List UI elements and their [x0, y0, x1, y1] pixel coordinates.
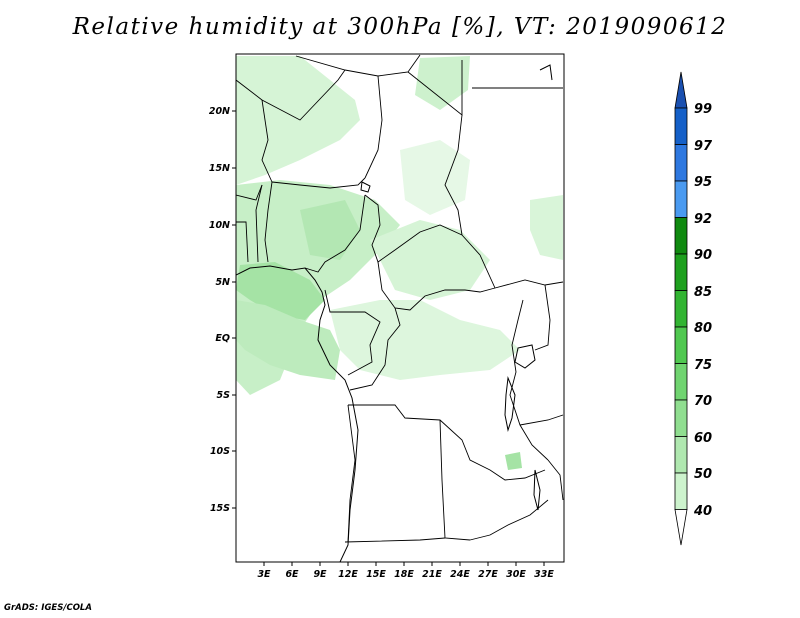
colorbar-label: 90: [694, 248, 712, 263]
colorbar-swatch: [674, 144, 688, 182]
lon-tick-label: 9E: [313, 569, 327, 580]
colorbar-label: 85: [694, 285, 712, 300]
humidity-area-east: [530, 195, 563, 260]
humidity-field: [236, 56, 563, 470]
lon-tick-label: 18E: [394, 569, 414, 580]
colorbar-swatch: [674, 107, 688, 145]
border-benin-togo: [255, 184, 263, 263]
humidity-area-gulf: [236, 262, 325, 320]
border-drc-east: [509, 299, 549, 461]
border-chad-niger: [364, 75, 383, 179]
lon-tick-label: 21E: [422, 569, 442, 580]
border-namibia: [344, 537, 446, 543]
red-sea-coast: [539, 64, 553, 81]
lake-tanganyika: [504, 376, 516, 432]
lon-tick-label: 3E: [257, 569, 271, 580]
humidity-area-mixed: [300, 200, 360, 260]
colorbar-swatch: [674, 290, 688, 328]
border-algeria-niger: [236, 69, 346, 121]
colorbar-label: 75: [694, 358, 712, 373]
border-ghana: [236, 221, 249, 263]
lat-tick-label: EQ: [215, 333, 230, 344]
lat-tick-label: 10N: [209, 220, 230, 231]
border-kenya-uganda: [534, 284, 551, 351]
colorbar-label: 99: [694, 102, 712, 117]
colorbar-label: 70: [694, 394, 712, 409]
border-burkina: [236, 184, 263, 201]
colorbar-label: 50: [694, 467, 712, 482]
colorbar-swatch: [674, 472, 688, 510]
lat-axis: 20N 15N 10N 5N EQ 5S 10S 15S: [209, 106, 236, 514]
colorbar-label: 40: [693, 504, 712, 519]
colorbar-swatch: [674, 436, 688, 474]
border-chad-sudan: [444, 114, 463, 236]
humidity-area-coastal: [236, 300, 340, 380]
humidity-area-north: [236, 56, 360, 185]
lat-tick-label: 15S: [210, 503, 230, 514]
lat-tick-label: 5S: [217, 390, 231, 401]
lat-tick-label: 20N: [209, 106, 230, 117]
border-mozambique: [547, 459, 564, 501]
country-borders: [236, 54, 564, 543]
border-mali-niger: [261, 99, 273, 183]
lon-tick-label: 33E: [534, 569, 554, 580]
border-tanzania: [519, 414, 564, 426]
border-cameroon-gabon: [324, 289, 381, 376]
colorbar-swatch: [674, 326, 688, 364]
lon-tick-label: 27E: [478, 569, 498, 580]
colorbar-swatch: [674, 253, 688, 291]
humidity-area-lake: [505, 452, 522, 470]
border-drc-south: [348, 404, 546, 481]
humidity-area-central: [370, 220, 490, 300]
gulf-of-guinea-coast: [236, 265, 359, 562]
lon-axis: 3E 6E 9E 12E 15E 18E 21E 24E 27E 30E 33E: [257, 562, 554, 580]
colorbar-label: 60: [694, 431, 712, 446]
colorbar-label: 95: [694, 175, 712, 190]
colorbar-label: 92: [694, 212, 712, 227]
colorbar-top-arrow: [674, 71, 688, 109]
map-title: Relative humidity at 300hPa [%], VT: 201…: [72, 14, 728, 40]
border-niger-south: [271, 177, 366, 189]
lat-tick-label: 10S: [210, 446, 230, 457]
coastlines: [236, 64, 553, 562]
map-frame: [235, 53, 565, 563]
lake-victoria: [514, 344, 536, 369]
colorbar-swatch: [674, 180, 688, 218]
colorbar-swatch: [674, 363, 688, 401]
grads-credit: GrADS: IGES/COLA: [4, 603, 92, 613]
humidity-area-northeast: [415, 56, 470, 110]
border-zambia-south: [469, 499, 549, 541]
colorbar-swatch: [674, 217, 688, 255]
lon-tick-label: 30E: [506, 569, 526, 580]
lake-malawi: [533, 469, 541, 511]
border-angola-zambia: [439, 419, 471, 541]
colorbar-label: 80: [694, 321, 712, 336]
lat-tick-label: 5N: [215, 277, 230, 288]
lon-tick-label: 6E: [285, 569, 299, 580]
lon-tick-label: 12E: [338, 569, 358, 580]
lake-chad: [360, 181, 371, 193]
lon-tick-label: 24E: [450, 569, 470, 580]
colorbar-bottom-arrow: [674, 509, 688, 546]
humidity-area-sudan: [400, 140, 470, 215]
border-sudan-south: [461, 234, 564, 289]
border-congo-drc: [349, 307, 401, 391]
colorbar: 99 97 95 92 90 85 80 75 70 60 50 40: [674, 71, 713, 546]
colorbar-swatch: [674, 399, 688, 437]
border-nigeria-east: [304, 194, 366, 273]
lon-tick-label: 15E: [366, 569, 386, 580]
border-nigeria-west: [264, 181, 273, 263]
lat-tick-label: 15N: [209, 163, 230, 174]
colorbar-label: 97: [694, 139, 713, 154]
border-car-south: [377, 261, 496, 311]
